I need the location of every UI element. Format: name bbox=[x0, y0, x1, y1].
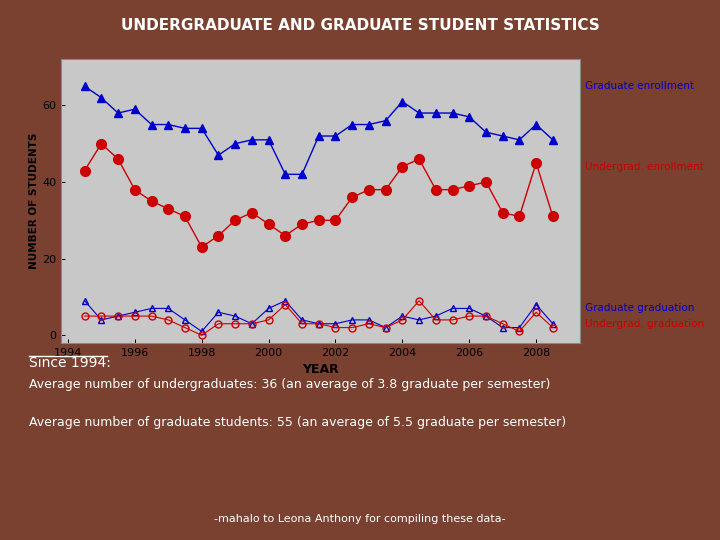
Text: Graduate graduation: Graduate graduation bbox=[585, 303, 694, 313]
Text: Undergrad. enrollment: Undergrad. enrollment bbox=[585, 163, 703, 172]
Text: Undergrad. graduation: Undergrad. graduation bbox=[585, 319, 703, 329]
X-axis label: YEAR: YEAR bbox=[302, 363, 339, 376]
Text: UNDERGRADUATE AND GRADUATE STUDENT STATISTICS: UNDERGRADUATE AND GRADUATE STUDENT STATI… bbox=[121, 18, 599, 33]
Y-axis label: NUMBER OF STUDENTS: NUMBER OF STUDENTS bbox=[30, 133, 40, 269]
Text: Average number of graduate students: 55 (an average of 5.5 graduate per semester: Average number of graduate students: 55 … bbox=[29, 416, 566, 429]
Text: Since 1994:: Since 1994: bbox=[29, 356, 111, 370]
Text: -mahalo to Leona Anthony for compiling these data-: -mahalo to Leona Anthony for compiling t… bbox=[214, 514, 506, 524]
Text: Average number of undergraduates: 36 (an average of 3.8 graduate per semester): Average number of undergraduates: 36 (an… bbox=[29, 378, 550, 391]
Text: Graduate enrollment: Graduate enrollment bbox=[585, 82, 693, 91]
